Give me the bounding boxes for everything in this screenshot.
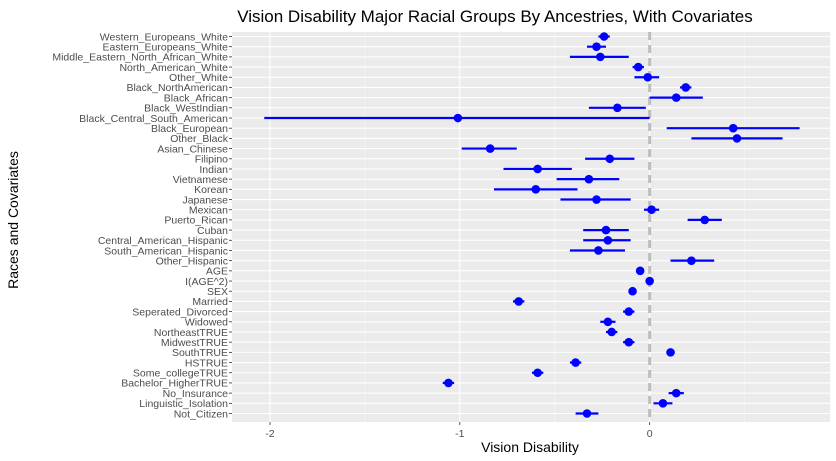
y-tick-label: Some_collegeTRUE [133,368,228,380]
estimate-point-Widowed [603,317,613,327]
y-tick-label: NortheastTRUE [154,327,228,339]
estimate-point-Central_American_Hispanic [603,235,613,245]
y-tick-label: Seperated_Divorced [132,306,228,318]
estimate-point-Black_European [728,123,738,133]
chart-title: Vision Disability Major Racial Groups By… [237,7,753,26]
y-tick-label: Widowed [185,317,228,329]
estimate-point-South_American_Hispanic [594,246,603,255]
y-tick-labels: Western_Europeans_WhiteEastern_Europeans… [52,31,232,420]
x-tick-label: -2 [265,428,274,440]
y-tick-label: I(AGE^2) [185,276,228,288]
y-tick-label: Vietnamese [173,174,228,186]
y-tick-label: Black_WestIndian [144,103,228,115]
y-tick-label: Asian_Chinese [157,143,228,155]
estimate-point-Black_African [671,93,681,102]
y-tick-label: MidwestTRUE [161,337,228,349]
estimate-point-Indian [533,164,542,174]
estimate-marks [264,32,800,418]
y-tick-label: SouthTRUE [172,347,228,359]
y-tick-label: No_Insurance [163,388,229,400]
y-tick-label: Japanese [182,194,228,206]
y-tick-label: Korean [194,184,228,196]
estimate-point-Vietnamese [584,174,594,184]
estimate-point-Linguistic_Isolation [658,399,668,408]
y-tick-label: Black_Central_South_American [79,113,228,125]
estimate-point-Seperated_Divorced [624,307,634,316]
estimate-point-SEX [628,286,637,296]
estimate-point-Black_NorthAmerican [681,83,691,92]
x-tick-label: -1 [455,428,464,440]
estimate-point-MidwestTRUE [624,337,634,347]
y-tick-label: Mexican [189,205,228,217]
estimate-point-NortheastTRUE [607,327,616,337]
estimate-point-AGE [635,266,645,276]
y-tick-label: Puerto_Rican [164,215,228,227]
y-tick-label: Eastern_Europeans_White [103,41,229,53]
estimate-point-Eastern_Europeans_White [592,42,601,51]
y-tick-label: SEX [207,286,228,298]
estimate-point-Black_WestIndian [613,103,622,113]
x-tick-labels: -2 -1 0 [265,422,653,440]
y-axis-title: Races and Covariates [5,151,21,289]
estimate-point-Bachelor_HigherTRUE [444,378,453,388]
estimate-point-Korean [531,185,541,194]
y-tick-label: HSTRUE [185,357,228,369]
y-tick-label: Filipino [195,154,228,166]
plot-panel [232,32,830,422]
estimate-point-Asian_Chinese [485,144,495,153]
estimate-point-North_American_White [633,62,643,72]
y-tick-label: Black_African [164,92,228,104]
x-axis-title: Vision Disability [481,439,579,455]
y-tick-label: Other_Black [170,133,229,145]
estimate-point-No_Insurance [671,388,681,398]
estimate-point-Cuban [601,225,611,235]
estimate-point-Mexican [647,205,656,215]
y-tick-label: Indian [199,164,228,176]
estimate-point-Other_Black [732,134,742,143]
y-tick-label: Black_NorthAmerican [126,82,228,94]
y-tick-label: Cuban [197,225,228,237]
estimate-point-Black_Central_South_American [453,113,463,123]
y-tick-label: Other_Hispanic [156,255,228,267]
y-tick-label: Black_European [151,123,228,135]
y-tick-label: Bachelor_HigherTRUE [121,378,228,390]
estimate-point-Other_White [643,72,653,82]
y-tick-label: Married [192,296,228,308]
estimate-point-Other_Hispanic [687,256,696,265]
estimate-point-Puerto_Rican [700,215,710,225]
estimate-point-Some_collegeTRUE [533,368,542,378]
estimate-point-Not_Citizen [582,409,592,418]
y-tick-label: Central_American_Hispanic [98,235,228,247]
y-tick-label: AGE [206,266,228,278]
estimate-point-HSTRUE [571,358,580,367]
estimate-point-Japanese [592,195,601,204]
y-tick-label: South_American_Hispanic [104,245,228,257]
y-tick-label: Middle_Eastern_North_African_White [52,52,228,64]
estimate-point-I(AGE^2) [645,276,654,286]
estimate-point-Filipino [605,154,615,164]
x-tick-label: 0 [647,428,653,440]
y-tick-label: Not_Citizen [174,408,228,420]
y-tick-label: Linguistic_Isolation [139,398,228,410]
estimate-point-Western_Europeans_White [599,32,609,41]
estimate-point-SouthTRUE [666,348,675,357]
y-tick-label: North_American_White [119,62,228,74]
estimate-point-Married [514,297,523,306]
y-tick-label: Other_White [169,72,228,84]
estimate-point-Middle_Eastern_North_African_White [595,52,605,62]
y-tick-label: Western_Europeans_White [100,31,228,43]
